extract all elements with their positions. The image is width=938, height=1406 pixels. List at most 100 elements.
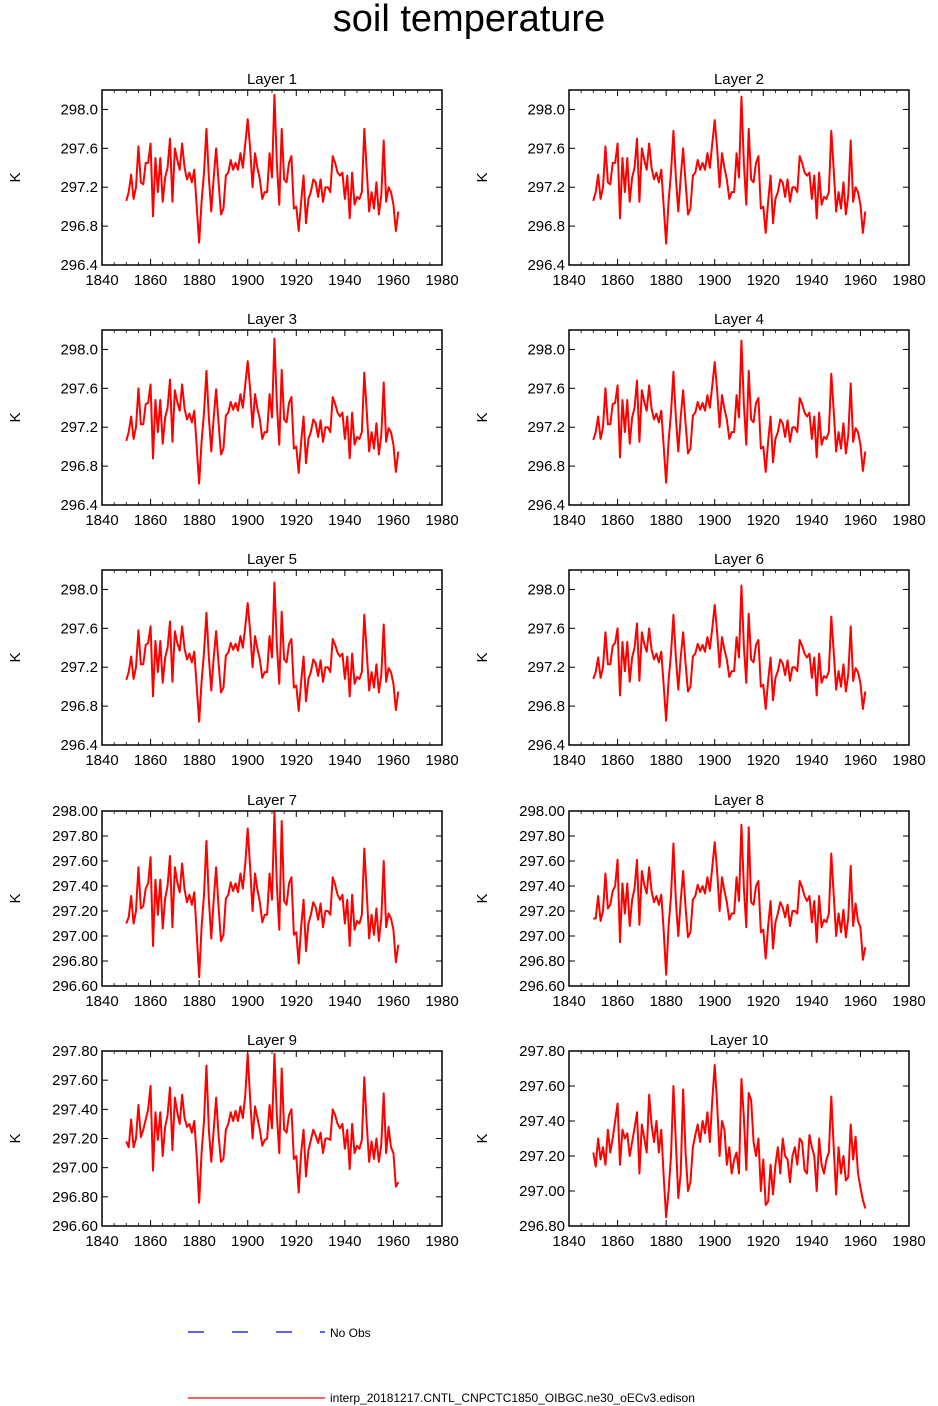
x-tick-label: 1840 [552, 512, 585, 529]
y-axis-label: K [7, 172, 24, 182]
x-tick-label: 1880 [649, 752, 682, 769]
y-tick-label: 297.6 [527, 140, 565, 157]
y-axis-label: K [474, 172, 491, 182]
x-tick-label: 1880 [182, 272, 215, 289]
x-tick-label: 1880 [649, 512, 682, 529]
y-tick-label: 296.4 [60, 737, 98, 754]
x-tick-label: 1880 [182, 1233, 215, 1250]
x-tick-label: 1940 [328, 512, 361, 529]
plot-frame [101, 1050, 443, 1227]
y-tick-label: 298.0 [527, 101, 565, 118]
y-tick-label: 298.00 [52, 803, 98, 820]
series-line [592, 584, 867, 722]
x-tick-label: 1840 [552, 1233, 585, 1250]
series-line [125, 811, 400, 979]
x-tick-label: 1980 [892, 993, 925, 1010]
x-tick-label: 1940 [795, 993, 828, 1010]
x-tick-label: 1860 [601, 752, 634, 769]
x-tick-label: 1960 [377, 752, 410, 769]
y-tick-label: 296.8 [60, 458, 98, 475]
x-tick-label: 1860 [601, 512, 634, 529]
x-tick-label: 1920 [747, 272, 780, 289]
x-tick-label: 1920 [280, 993, 313, 1010]
x-tick-label: 1960 [844, 1233, 877, 1250]
x-tick-label: 1920 [747, 993, 780, 1010]
x-tick-label: 1980 [425, 272, 458, 289]
x-tick-label: 1960 [377, 512, 410, 529]
plot-frame [568, 89, 910, 266]
x-tick-label: 1880 [182, 752, 215, 769]
x-tick-label: 1900 [698, 272, 731, 289]
x-tick-label: 1900 [231, 752, 264, 769]
panel-layer-9: Layer 9 K 296.60 296.80 297.00 297.20 297.40 29… [7, 1032, 459, 1250]
y-tick-label: 296.60 [52, 978, 98, 995]
figure-title: soil temperature [332, 0, 606, 40]
x-tick-label: 1960 [844, 752, 877, 769]
x-tick-label: 1840 [85, 993, 118, 1010]
series-line [125, 337, 400, 485]
legend-label-no-obs: No Obs [330, 1326, 371, 1340]
x-tick-label: 1920 [280, 272, 313, 289]
x-tick-label: 1860 [134, 752, 167, 769]
y-tick-label: 296.8 [527, 458, 565, 475]
y-axis-label: K [474, 1133, 491, 1143]
y-axis-label: K [474, 893, 491, 903]
x-tick-label: 1980 [892, 272, 925, 289]
x-tick-label: 1900 [231, 512, 264, 529]
x-tick-label: 1920 [280, 1233, 313, 1250]
x-tick-label: 1940 [328, 993, 361, 1010]
x-tick-label: 1880 [649, 272, 682, 289]
plot-frame [101, 329, 443, 506]
y-tick-label: 297.40 [52, 1101, 98, 1118]
x-tick-label: 1920 [747, 512, 780, 529]
y-tick-label: 297.00 [52, 1160, 98, 1177]
y-tick-label: 296.4 [60, 497, 98, 514]
y-tick-label: 297.80 [52, 828, 98, 845]
x-tick-label: 1980 [892, 752, 925, 769]
y-tick-label: 297.80 [519, 828, 565, 845]
series-line [125, 93, 400, 244]
panel-layer-6: Layer 6 K 296.4 296.8 297.2 297.6 298.0 1840 186… [474, 551, 926, 769]
y-tick-label: 297.20 [52, 1131, 98, 1148]
x-tick-label: 1940 [795, 1233, 828, 1250]
y-tick-label: 297.60 [519, 1078, 565, 1095]
y-tick-label: 297.2 [527, 659, 565, 676]
x-tick-label: 1860 [601, 1233, 634, 1250]
x-tick-label: 1940 [328, 752, 361, 769]
panel-title: Layer 6 [714, 551, 764, 568]
x-tick-label: 1860 [134, 1233, 167, 1250]
x-tick-label: 1900 [698, 752, 731, 769]
x-tick-label: 1900 [231, 272, 264, 289]
plot-frame [568, 329, 910, 506]
x-tick-label: 1920 [747, 1233, 780, 1250]
x-tick-label: 1900 [231, 993, 264, 1010]
panel-title: Layer 3 [247, 311, 297, 328]
plot-frame [101, 810, 443, 987]
y-tick-label: 297.40 [519, 878, 565, 895]
x-tick-label: 1860 [601, 272, 634, 289]
y-tick-label: 297.80 [519, 1043, 565, 1060]
panel-layer-8: Layer 8 K 296.60 296.80 297.00 297.20 297.40 29… [474, 792, 926, 1010]
x-tick-label: 1960 [377, 1233, 410, 1250]
y-axis-label: K [474, 412, 491, 422]
y-tick-label: 297.20 [52, 903, 98, 920]
y-tick-label: 296.8 [527, 218, 565, 235]
panel-title: Layer 10 [710, 1032, 768, 1049]
panel-title: Layer 7 [247, 792, 297, 809]
x-tick-label: 1880 [649, 1233, 682, 1250]
series-line [592, 95, 867, 245]
y-tick-label: 297.40 [519, 1113, 565, 1130]
y-axis-label: K [7, 652, 24, 662]
panel-layer-2: Layer 2 K 296.4 296.8 297.2 297.6 298.0 1840 186… [474, 71, 926, 289]
x-tick-label: 1840 [552, 272, 585, 289]
panel-layer-4: Layer 4 K 296.4 296.8 297.2 297.6 298.0 1840 186… [474, 311, 926, 529]
y-tick-label: 297.80 [52, 1043, 98, 1060]
x-tick-label: 1960 [377, 993, 410, 1010]
x-tick-label: 1840 [85, 272, 118, 289]
series-line [592, 1064, 867, 1219]
y-tick-label: 297.2 [60, 419, 98, 436]
x-tick-label: 1860 [134, 272, 167, 289]
y-tick-label: 296.80 [52, 1189, 98, 1206]
y-tick-label: 298.0 [527, 581, 565, 598]
y-tick-label: 297.00 [519, 928, 565, 945]
